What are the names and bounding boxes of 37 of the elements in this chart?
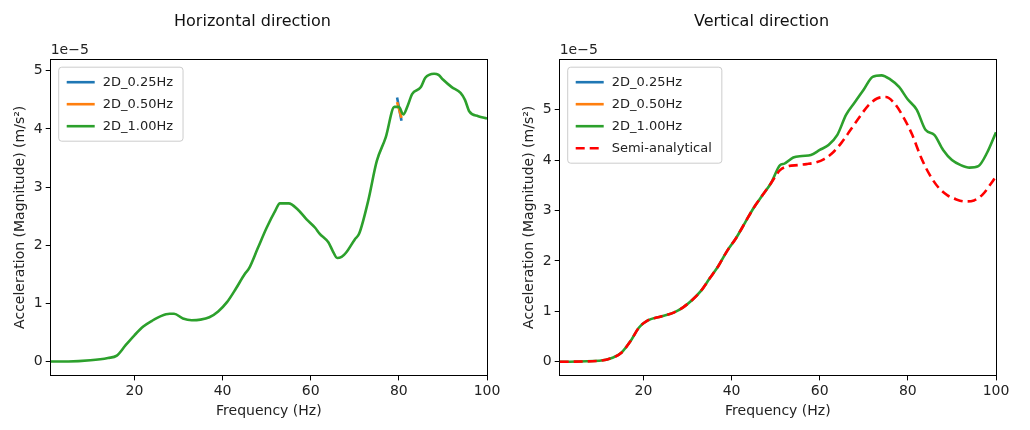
y-tick-label: 3 xyxy=(33,177,43,194)
y-axis-title: Acceleration (Magnitude) (m/s²) xyxy=(520,105,537,329)
legend-label: 2D_0.50Hz xyxy=(102,95,174,111)
x-tick-label: 100 xyxy=(982,382,1010,399)
x-tick-label: 100 xyxy=(473,382,501,399)
x-tick-label: 20 xyxy=(125,382,144,399)
legend-label: 2D_0.50Hz xyxy=(611,95,683,111)
y-tick-label: 1 xyxy=(33,293,43,310)
chart-title: Vertical direction xyxy=(693,10,830,30)
text: 1e−5 xyxy=(50,40,89,57)
x-tick-label: 60 xyxy=(301,382,320,399)
legend-label: Semi-analytical xyxy=(611,139,712,155)
chart-title: Horizontal direction xyxy=(174,10,331,30)
y-tick-label: 1 xyxy=(542,301,552,318)
x-tick-label: 20 xyxy=(634,382,653,399)
x-tick-label: 40 xyxy=(722,382,741,399)
legend-label: 2D_1.00Hz xyxy=(611,117,683,133)
legend-label: 2D_0.25Hz xyxy=(102,73,174,89)
text: 1e−5 xyxy=(559,40,598,57)
y-tick-label: 2 xyxy=(542,251,552,268)
x-tick-label: 80 xyxy=(898,382,917,399)
y-axis-title: Acceleration (Magnitude) (m/s²) xyxy=(11,105,28,329)
x-tick-label: 40 xyxy=(213,382,232,399)
y-tick-label: 0 xyxy=(542,352,552,369)
x-tick-label: 60 xyxy=(810,382,829,399)
legend-label: 2D_1.00Hz xyxy=(102,117,174,133)
y-tick-label: 4 xyxy=(33,119,43,136)
y-tick-label: 2 xyxy=(33,235,43,252)
x-tick-label: 80 xyxy=(389,382,408,399)
y-tick-label: 0 xyxy=(33,352,43,369)
x-axis-title: Frequency (Hz) xyxy=(725,402,831,419)
x-axis-title: Frequency (Hz) xyxy=(216,402,322,419)
y-tick-label: 5 xyxy=(542,100,552,117)
y-tick-label: 4 xyxy=(542,150,552,167)
y-tick-label: 3 xyxy=(542,201,552,218)
y-tick-label: 5 xyxy=(33,61,43,78)
legend-label: 2D_0.25Hz xyxy=(611,73,683,89)
